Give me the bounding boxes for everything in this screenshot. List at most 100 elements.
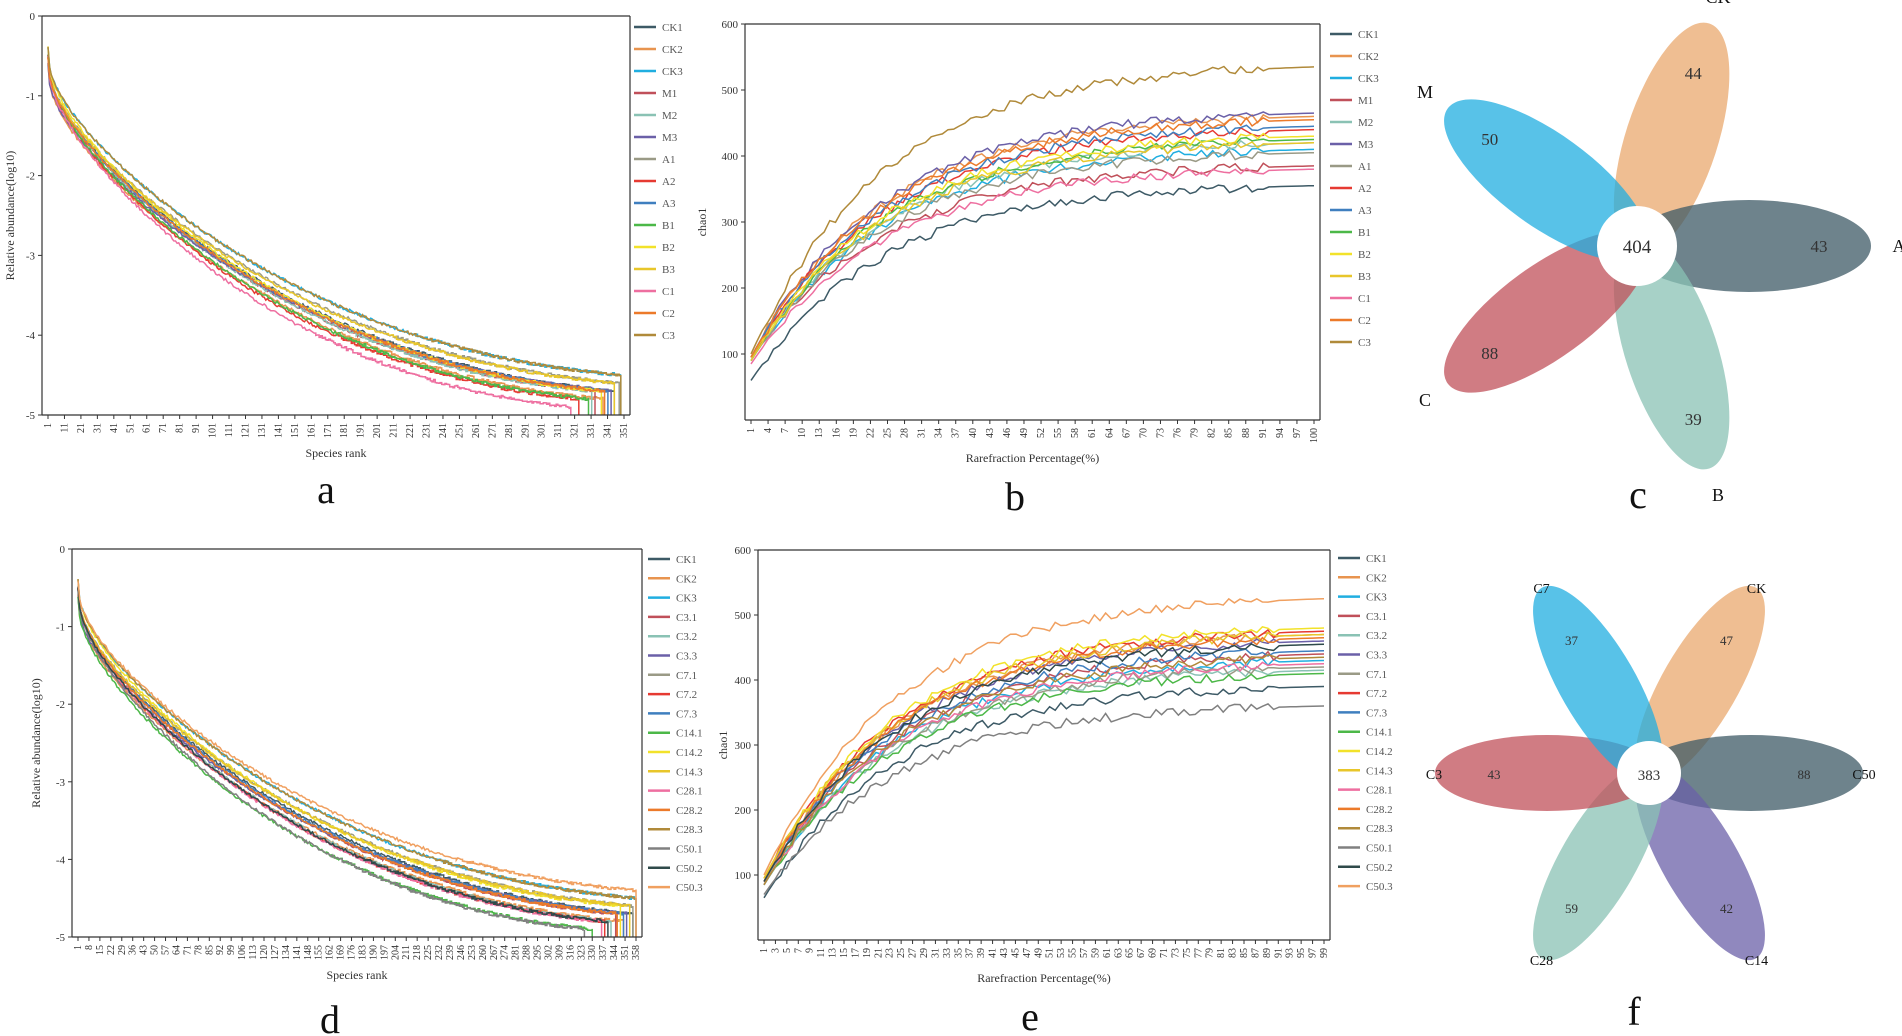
y-tick-label: -5 <box>56 932 66 944</box>
x-tick-label: 51 <box>1045 948 1056 958</box>
series-line-C14.3 <box>77 587 631 937</box>
y-tick-label: 200 <box>722 283 739 295</box>
series-line-C50.3 <box>77 580 637 937</box>
x-tick-label: 197 <box>379 945 390 960</box>
x-tick-label: 85 <box>204 945 215 955</box>
legend-label: C50.2 <box>1366 862 1393 874</box>
petal-C28 <box>1533 762 1663 961</box>
x-tick-label: 31 <box>917 428 928 438</box>
x-tick-label: 36 <box>128 945 139 955</box>
x-tick-label: 69 <box>1148 948 1159 958</box>
x-tick-label: 201 <box>372 423 383 438</box>
petal-value: 88 <box>1481 344 1498 363</box>
legend-label: C3.2 <box>676 631 697 643</box>
y-tick-label: 0 <box>60 544 66 556</box>
x-tick-label: 351 <box>619 423 630 438</box>
petal-C <box>1444 231 1649 393</box>
legend-label: C28.3 <box>676 824 703 836</box>
series-line-A1 <box>750 149 1315 362</box>
petal-value: 43 <box>1811 237 1828 256</box>
x-tick-label: 57 <box>161 945 172 955</box>
legend-label: CK2 <box>662 44 683 56</box>
x-tick-label: 97 <box>1292 428 1303 438</box>
series-line-C1 <box>750 167 1315 365</box>
x-tick-label: 183 <box>357 945 368 960</box>
panel-label: e <box>1021 994 1039 1036</box>
x-tick-label: 61 <box>1102 948 1113 958</box>
legend-label: A3 <box>1358 205 1372 217</box>
y-tick-label: 600 <box>735 545 752 557</box>
x-tick-label: 1 <box>759 948 770 953</box>
x-tick-label: 181 <box>339 423 350 438</box>
series-line-C7.3 <box>77 586 625 937</box>
x-tick-label: 75 <box>1182 948 1193 958</box>
legend-label: C1 <box>1358 293 1371 305</box>
x-tick-label: 29 <box>919 948 930 958</box>
legend-label: C2 <box>662 308 675 320</box>
x-tick-label: 204 <box>390 945 401 960</box>
petal-B <box>1613 235 1730 470</box>
x-tick-label: 141 <box>273 423 284 438</box>
legend-label: B1 <box>1358 227 1371 239</box>
x-tick-label: 47 <box>1022 948 1033 958</box>
legend-label: C3 <box>662 330 675 342</box>
legend-label: A2 <box>1358 183 1371 195</box>
legend-label: C14.2 <box>676 747 703 759</box>
legend-label: C2 <box>1358 315 1371 327</box>
series-line-C14.3 <box>763 631 1325 879</box>
x-tick-label: 81 <box>1216 948 1227 958</box>
x-tick-label: 91 <box>1258 428 1269 438</box>
legend-label: A3 <box>662 198 676 210</box>
x-tick-label: 176 <box>347 945 358 960</box>
x-tick-label: 39 <box>976 948 987 958</box>
legend-label: CK3 <box>662 66 683 78</box>
petal-name: B <box>1712 485 1724 505</box>
x-tick-label: 337 <box>598 945 609 960</box>
legend-label: C7.1 <box>1366 669 1387 681</box>
series-line-C28.3 <box>77 579 637 937</box>
panel-label: c <box>1629 472 1647 517</box>
x-tick-label: 120 <box>259 945 270 960</box>
x-tick-label: 21 <box>873 948 884 958</box>
legend-label: C28.2 <box>1366 804 1393 816</box>
x-tick-label: 7 <box>793 948 804 953</box>
x-tick-label: 92 <box>215 945 226 955</box>
petal-name: CK <box>1747 582 1766 597</box>
y-tick-label: -5 <box>26 410 36 422</box>
series-line-C3.1 <box>763 650 1325 882</box>
x-tick-label: 148 <box>303 945 314 960</box>
petal-value: 88 <box>1798 767 1811 782</box>
x-tick-label: 78 <box>193 945 204 955</box>
x-tick-label: 161 <box>306 423 317 438</box>
x-tick-label: 57 <box>1079 948 1090 958</box>
petal-value: 43 <box>1488 767 1501 782</box>
legend-label: C14.1 <box>1366 727 1393 739</box>
series-line-C50.2 <box>77 587 609 937</box>
legend-label: C28.1 <box>1366 785 1393 797</box>
legend-label: CK1 <box>662 22 683 34</box>
legend-label: C3.3 <box>676 651 698 663</box>
x-tick-label: 251 <box>454 423 465 438</box>
y-tick-label: -2 <box>56 699 65 711</box>
series-line-C14.1 <box>763 672 1325 886</box>
x-axis-label: Species rank <box>327 968 388 982</box>
legend-label: M3 <box>1358 139 1374 151</box>
petal-value: 37 <box>1565 633 1579 648</box>
petal-name: C14 <box>1745 954 1768 969</box>
x-tick-label: 97 <box>1308 948 1319 958</box>
x-tick-label: 77 <box>1193 948 1204 958</box>
legend-label: C14.1 <box>676 728 703 740</box>
series-line-C28.2 <box>77 587 618 937</box>
y-tick-label: -3 <box>26 250 36 262</box>
x-tick-label: 28 <box>900 428 911 438</box>
x-tick-label: 34 <box>934 428 945 438</box>
x-tick-label: 8 <box>84 945 95 950</box>
x-tick-label: 22 <box>865 428 876 438</box>
x-tick-label: 85 <box>1239 948 1250 958</box>
x-tick-label: 91 <box>191 423 202 433</box>
petal-CK <box>1613 22 1730 257</box>
legend-label: CK2 <box>676 573 697 585</box>
x-tick-label: 11 <box>816 948 827 958</box>
